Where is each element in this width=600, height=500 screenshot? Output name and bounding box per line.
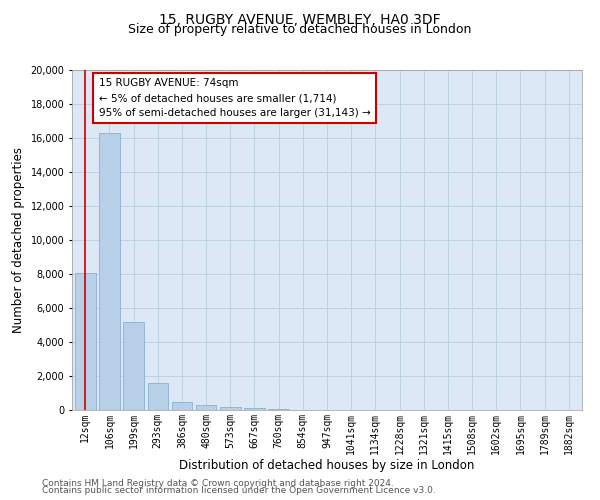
Bar	[220, 407, 241, 410]
Text: Contains public sector information licensed under the Open Government Licence v3: Contains public sector information licen…	[42, 486, 436, 495]
Text: Size of property relative to detached houses in London: Size of property relative to detached ho…	[128, 22, 472, 36]
Bar	[75, 273, 95, 410]
Text: Contains HM Land Registry data © Crown copyright and database right 2024.: Contains HM Land Registry data © Crown c…	[42, 478, 394, 488]
Bar	[148, 383, 168, 410]
Bar	[124, 322, 144, 410]
Bar	[268, 409, 289, 410]
Bar	[172, 402, 192, 410]
Bar	[99, 133, 120, 410]
Bar	[196, 405, 217, 410]
Y-axis label: Number of detached properties: Number of detached properties	[12, 147, 25, 333]
Text: 15 RUGBY AVENUE: 74sqm
← 5% of detached houses are smaller (1,714)
95% of semi-d: 15 RUGBY AVENUE: 74sqm ← 5% of detached …	[98, 78, 370, 118]
Text: 15, RUGBY AVENUE, WEMBLEY, HA0 3DF: 15, RUGBY AVENUE, WEMBLEY, HA0 3DF	[159, 12, 441, 26]
X-axis label: Distribution of detached houses by size in London: Distribution of detached houses by size …	[179, 460, 475, 472]
Bar	[244, 408, 265, 410]
